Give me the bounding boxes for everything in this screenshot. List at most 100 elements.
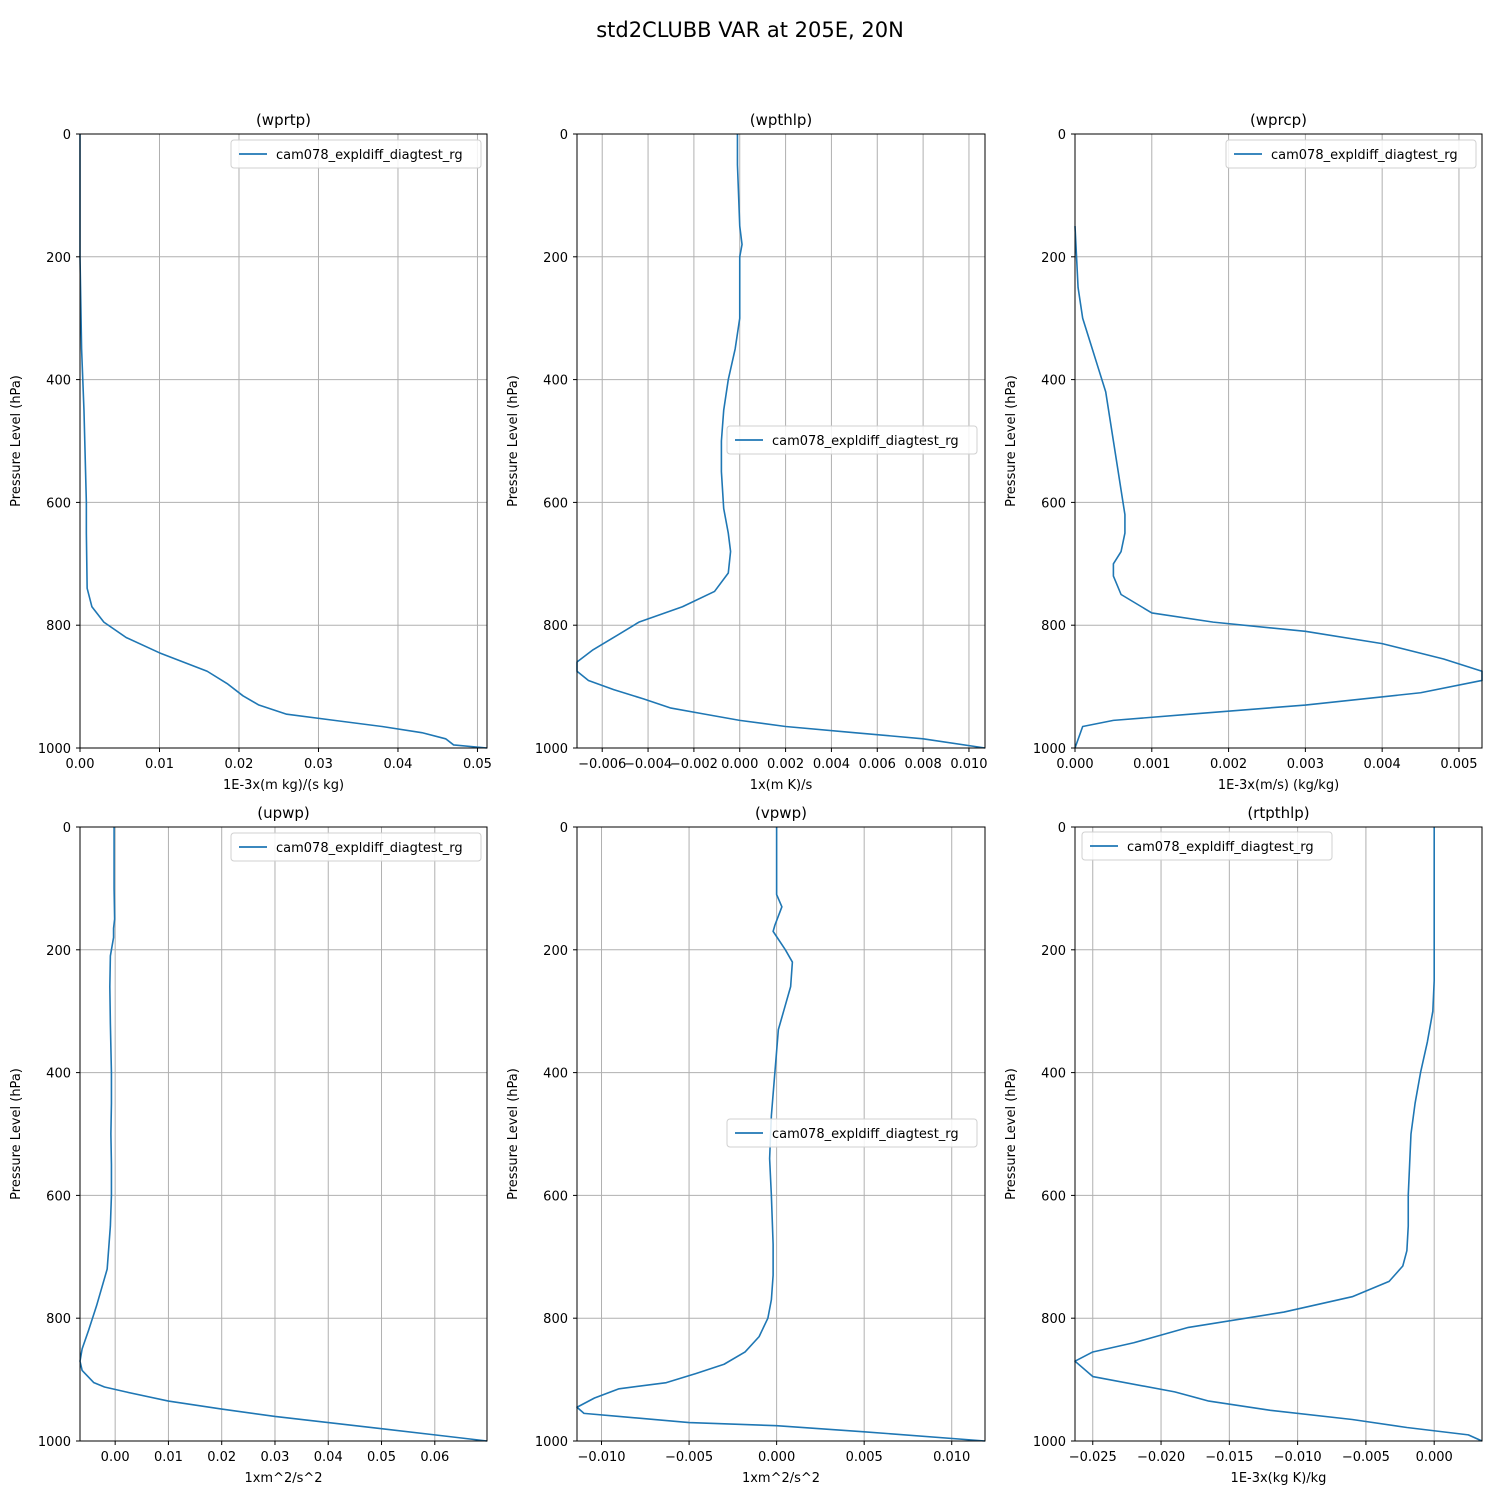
series-line xyxy=(79,827,488,1442)
legend-box xyxy=(726,1118,978,1148)
subplot-title: (wprcp) xyxy=(1250,111,1307,129)
y-tick-label: 0 xyxy=(63,128,71,143)
x-tick-label: −0.002 xyxy=(670,757,718,772)
legend-entry: cam078_expldiff_diagtest_rg xyxy=(772,434,959,449)
y-tick-label: 0 xyxy=(560,821,568,836)
x-tick-label: 0.010 xyxy=(933,1450,970,1465)
subplot-3: 0.000 0.001 0.002 0.003 0.004 0.005 0 200 400 600… xyxy=(1004,111,1483,793)
legend-box xyxy=(230,139,482,169)
y-tick-label: 200 xyxy=(543,251,568,266)
x-tick-label: 0.004 xyxy=(813,757,850,772)
y-tick-label: 0 xyxy=(560,128,568,143)
x-tick-label: 0.05 xyxy=(463,757,492,772)
x-tick-label: −0.020 xyxy=(1137,1450,1185,1465)
x-tick-label: 0.00 xyxy=(66,757,95,772)
legend-box xyxy=(1081,831,1333,861)
y-tick-label: 600 xyxy=(543,496,568,511)
subplot-4: 0.00 0.01 0.02 0.03 0.04 0.05 0.06 0 200 400 600 80… xyxy=(9,804,488,1486)
x-tick-label: −0.006 xyxy=(578,757,626,772)
y-tick-label: 1000 xyxy=(1033,742,1066,757)
x-tick-label: 0.006 xyxy=(859,757,896,772)
y-tick-label: 400 xyxy=(543,1067,568,1082)
subplot-1: 0.00 0.01 0.02 0.03 0.04 0.05 0 200 400 600 800 100… xyxy=(9,111,492,793)
plot-frame xyxy=(576,826,986,1442)
x-tick-label: 0.008 xyxy=(905,757,942,772)
y-tick-label: 1000 xyxy=(535,742,568,757)
y-axis-label: Pressure Level (hPa) xyxy=(506,375,521,507)
y-tick-label: 800 xyxy=(543,1312,568,1327)
x-tick-label: 0.002 xyxy=(1210,757,1247,772)
y-tick-label: 600 xyxy=(1041,1189,1066,1204)
y-tick-label: 1000 xyxy=(1033,1435,1066,1450)
x-axis-label: 1E-3x(m kg)/(s kg) xyxy=(223,778,344,793)
x-tick-label: −0.025 xyxy=(1069,1450,1117,1465)
x-tick-label: 0.000 xyxy=(758,1450,795,1465)
plot-frame xyxy=(79,826,488,1442)
legend-box xyxy=(230,832,482,862)
x-tick-label: 0.005 xyxy=(1440,757,1477,772)
x-tick-label: −0.004 xyxy=(624,757,672,772)
x-tick-label: 0.03 xyxy=(260,1450,289,1465)
y-tick-label: 200 xyxy=(46,944,71,959)
x-tick-label: 0.004 xyxy=(1364,757,1401,772)
legend: cam078_expldiff_diagtest_rg xyxy=(1225,139,1477,169)
plot-frame xyxy=(576,133,986,749)
subplot-2: −0.006−0.004−0.002 0.000 0.002 0.004 0.006 0.… xyxy=(506,111,988,793)
x-tick-label: 0.010 xyxy=(950,757,987,772)
plot-frame xyxy=(1074,826,1483,1442)
subplot-grid: 0.00 0.01 0.02 0.03 0.04 0.05 0 200 400 600 800 100… xyxy=(9,111,1483,1486)
y-tick-label: 400 xyxy=(46,1067,71,1082)
y-tick-label: 600 xyxy=(46,1189,71,1204)
y-tick-label: 1000 xyxy=(535,1435,568,1450)
figure-title: std2CLUBB VAR at 205E, 20N xyxy=(596,18,904,42)
x-tick-label: 0.04 xyxy=(383,757,412,772)
subplot-title: (wpthlp) xyxy=(750,111,813,129)
x-tick-label: 0.002 xyxy=(767,757,804,772)
y-tick-label: 800 xyxy=(543,619,568,634)
x-tick-label: 0.000 xyxy=(721,757,758,772)
subplot-title: (wprtp) xyxy=(256,111,311,129)
x-axis-label: 1xm^2/s^2 xyxy=(244,1471,322,1486)
x-tick-label: 0.00 xyxy=(101,1450,130,1465)
y-axis-label: Pressure Level (hPa) xyxy=(9,375,24,507)
x-axis-label: 1x(m K)/s xyxy=(750,778,813,793)
x-tick-label: 0.02 xyxy=(225,757,254,772)
plot-frame xyxy=(1074,133,1483,749)
x-tick-label: −0.005 xyxy=(1342,1450,1390,1465)
legend: cam078_expldiff_diagtest_rg xyxy=(726,1118,978,1148)
subplot-title: (vpwp) xyxy=(755,804,807,822)
x-tick-label: −0.005 xyxy=(665,1450,713,1465)
series-line xyxy=(576,134,986,749)
series-line xyxy=(576,827,986,1442)
y-tick-label: 0 xyxy=(1058,821,1066,836)
x-tick-label: −0.010 xyxy=(577,1450,625,1465)
legend: cam078_expldiff_diagtest_rg xyxy=(1081,831,1333,861)
y-tick-label: 200 xyxy=(46,251,71,266)
plot-frame xyxy=(79,133,488,749)
x-tick-label: 0.05 xyxy=(367,1450,396,1465)
x-tick-label: 0.003 xyxy=(1287,757,1324,772)
y-tick-label: 600 xyxy=(46,496,71,511)
y-axis-label: Pressure Level (hPa) xyxy=(506,1068,521,1200)
legend-entry: cam078_expldiff_diagtest_rg xyxy=(1271,148,1458,163)
x-tick-label: 0.04 xyxy=(314,1450,343,1465)
y-axis-label: Pressure Level (hPa) xyxy=(1004,1068,1019,1200)
series-line xyxy=(79,134,488,749)
legend-entry: cam078_expldiff_diagtest_rg xyxy=(276,841,463,856)
x-tick-label: 0.02 xyxy=(207,1450,236,1465)
x-tick-label: 0.000 xyxy=(1416,1450,1453,1465)
x-tick-label: 0.000 xyxy=(1056,757,1093,772)
x-axis-label: 1E-3x(m/s) (kg/kg) xyxy=(1218,778,1339,793)
legend-box xyxy=(1225,139,1477,169)
y-tick-label: 200 xyxy=(1041,944,1066,959)
subplot-5: −0.010 −0.005 0.000 0.005 0.010 0 200 400 600 800… xyxy=(506,804,986,1486)
x-axis-label: 1E-3x(kg K)/kg xyxy=(1231,1471,1327,1486)
subplot-title: (upwp) xyxy=(257,804,310,822)
subplot-title: (rtpthlp) xyxy=(1247,804,1309,822)
legend-entry: cam078_expldiff_diagtest_rg xyxy=(772,1127,959,1142)
y-tick-label: 400 xyxy=(1041,374,1066,389)
y-tick-label: 800 xyxy=(1041,1312,1066,1327)
y-tick-label: 400 xyxy=(543,374,568,389)
